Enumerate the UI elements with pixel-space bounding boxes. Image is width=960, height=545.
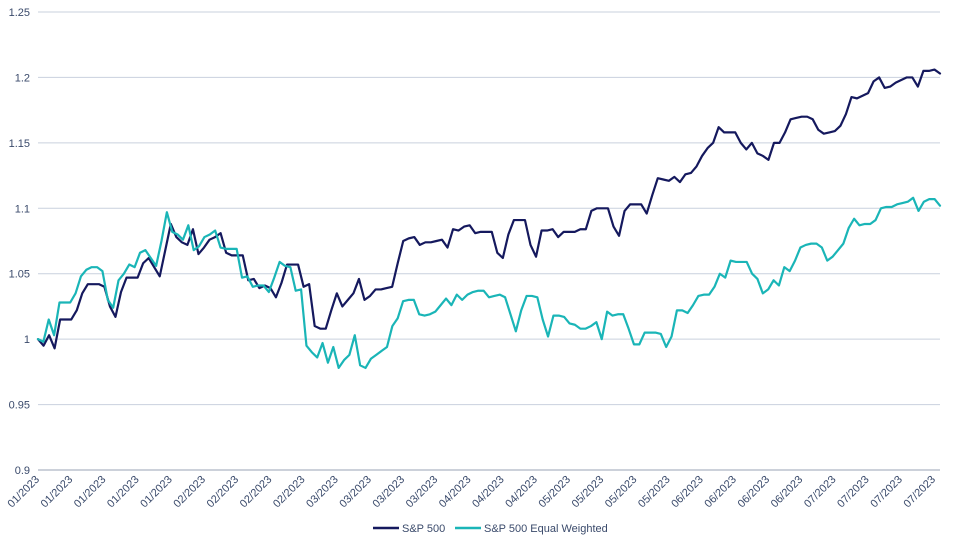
- y-tick-label: 1.05: [9, 269, 30, 281]
- legend: S&P 500 S&P 500 Equal Weighted: [373, 523, 608, 535]
- x-tick-label: 05/2023: [570, 474, 607, 511]
- x-tick-label: 01/2023: [39, 474, 76, 511]
- legend-label: S&P 500: [402, 523, 445, 535]
- x-tick-label: 06/2023: [769, 474, 806, 511]
- x-axis-ticks: 01/202301/202301/202301/202301/202302/20…: [6, 474, 939, 511]
- x-tick-label: 07/2023: [802, 474, 839, 511]
- x-tick-label: 01/2023: [105, 474, 142, 511]
- x-tick-label: 03/2023: [337, 474, 374, 511]
- series-lines: [36, 68, 942, 370]
- x-tick-label: 02/2023: [171, 474, 208, 511]
- x-tick-label: 02/2023: [271, 474, 308, 511]
- y-tick-label: 0.95: [9, 400, 30, 412]
- x-tick-label: 04/2023: [470, 474, 507, 511]
- x-tick-label: 05/2023: [536, 474, 573, 511]
- x-tick-label: 04/2023: [437, 474, 474, 511]
- series-line-2: [36, 196, 942, 370]
- x-tick-label: 07/2023: [868, 474, 905, 511]
- gridlines: [38, 11, 940, 471]
- x-tick-label: 03/2023: [371, 474, 408, 511]
- y-tick-label: 0.9: [15, 465, 30, 477]
- series-line-1: [36, 68, 942, 350]
- x-tick-label: 05/2023: [603, 474, 640, 511]
- x-tick-label: 01/2023: [6, 474, 43, 511]
- x-tick-label: 06/2023: [669, 474, 706, 511]
- x-tick-label: 06/2023: [702, 474, 739, 511]
- x-tick-label: 07/2023: [835, 474, 872, 511]
- x-tick-label: 01/2023: [138, 474, 175, 511]
- y-tick-label: 1: [24, 334, 30, 346]
- y-tick-label: 1.1: [15, 203, 30, 215]
- y-tick-label: 1.2: [15, 72, 30, 84]
- x-tick-label: 02/2023: [205, 474, 242, 511]
- x-tick-label: 05/2023: [636, 474, 673, 511]
- x-tick-label: 04/2023: [503, 474, 540, 511]
- x-tick-label: 01/2023: [72, 474, 109, 511]
- x-tick-label: 07/2023: [902, 474, 939, 511]
- legend-label: S&P 500 Equal Weighted: [484, 523, 608, 535]
- x-tick-label: 02/2023: [238, 474, 275, 511]
- y-tick-label: 1.25: [9, 7, 30, 19]
- y-axis-ticks: 0.9 0.95 1 1.05 1.1 1.15 1.2 1.25: [9, 7, 30, 477]
- x-tick-label: 06/2023: [736, 474, 773, 511]
- y-tick-label: 1.15: [9, 138, 30, 150]
- x-tick-label: 03/2023: [404, 474, 441, 511]
- x-tick-label: 03/2023: [304, 474, 341, 511]
